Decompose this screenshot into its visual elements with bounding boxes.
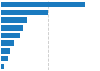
Bar [1,56,8,61]
Bar [1,64,4,69]
Bar [1,40,14,46]
Bar [1,17,27,23]
Bar [1,25,23,31]
Bar [1,48,10,54]
Bar [1,2,85,7]
Bar [1,33,20,38]
Bar [1,10,48,15]
